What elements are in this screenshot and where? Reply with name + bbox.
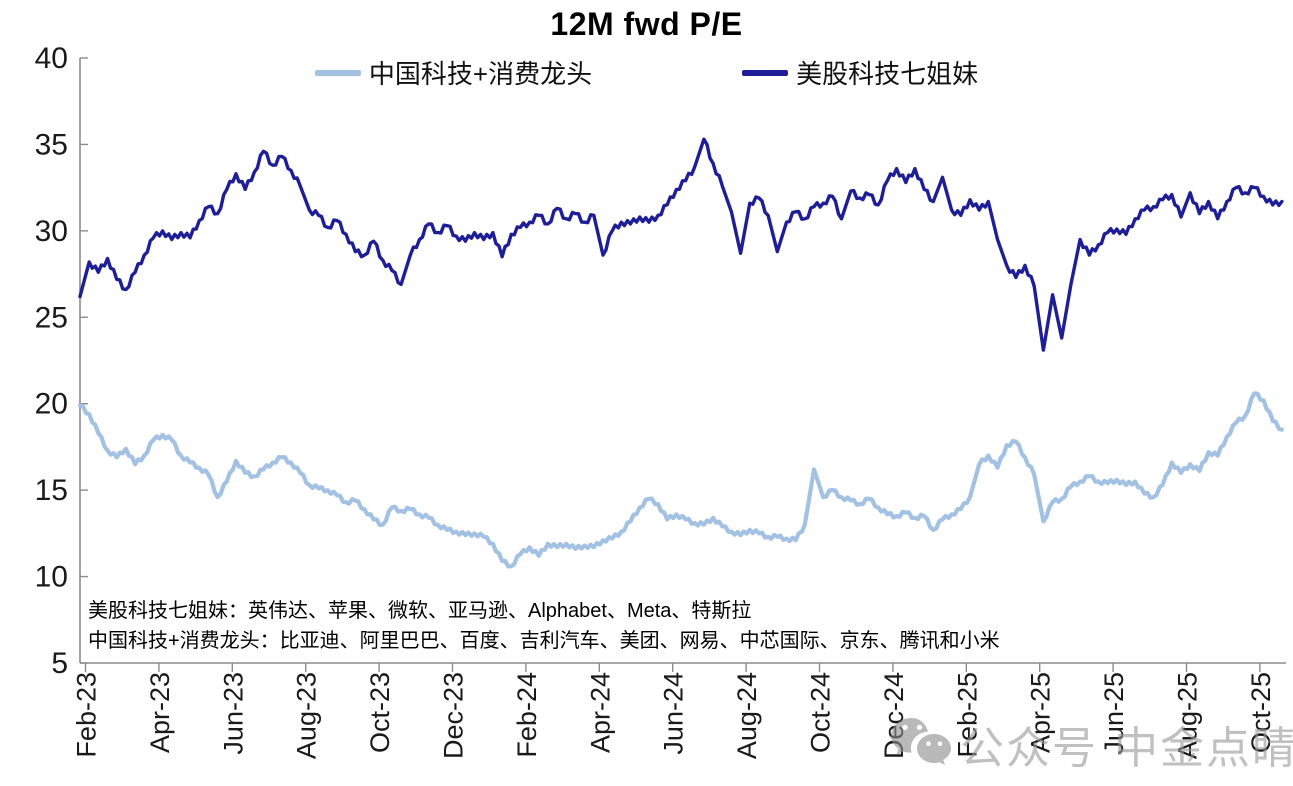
footnote-us-constituents: 美股科技七姐妹：英伟达、苹果、微软、亚马逊、Alphabet、Meta、特斯拉: [88, 600, 752, 622]
cn-line-swatch-icon: [314, 69, 361, 76]
y-tick-label: 5: [51, 647, 68, 680]
x-tick-label: Oct-23: [365, 672, 395, 753]
x-tick-label: Feb-25: [952, 672, 982, 758]
footnotes: 美股科技七姐妹：英伟达、苹果、微软、亚马逊、Alphabet、Meta、特斯拉 …: [88, 596, 1000, 656]
legend-item-us: 美股科技七姐妹: [742, 54, 978, 91]
y-tick-label: 20: [35, 388, 68, 421]
y-tick-label: 35: [35, 128, 68, 161]
watermark-text-right: 中金点睛: [1114, 724, 1293, 773]
x-tick-label: Aug-23: [292, 672, 322, 759]
x-tick-label: Aug-25: [1173, 672, 1203, 759]
x-tick-label: Feb-24: [512, 672, 542, 758]
x-tick-label: Feb-23: [72, 672, 102, 758]
chart-title: 12M fwd P/E: [550, 6, 743, 42]
x-tick-label: Apr-24: [585, 672, 615, 753]
x-axis: Feb-23 Apr-23 Jun-23 Aug-23 Oct-23 Dec-23 Feb-…: [72, 663, 1276, 759]
axes: [79, 58, 1286, 664]
x-tick-label: Jun-24: [659, 672, 689, 755]
wechat-icon: [891, 718, 951, 765]
x-tick-label: Dec-23: [439, 672, 469, 759]
cn-series-line: [77, 391, 1284, 569]
legend: 中国科技+消费龙头 美股科技七姐妹: [0, 54, 1293, 91]
watermark-text-left: 公众号: [960, 724, 1098, 773]
y-tick-label: 15: [35, 474, 68, 507]
x-tick-label: Apr-23: [145, 672, 175, 753]
x-tick-label: Aug-24: [732, 672, 762, 759]
us-series-line: [78, 137, 1284, 352]
footnote-cn-constituents: 中国科技+消费龙头：比亚迪、阿里巴巴、百度、吉利汽车、美团、网易、中芯国际、京东…: [88, 630, 1000, 652]
y-tick-label: 30: [35, 215, 68, 248]
x-tick-label: Oct-24: [806, 672, 836, 753]
x-tick-label: Jun-25: [1099, 672, 1129, 755]
y-axis: 5 10 15 20 25 30 35 40: [35, 42, 88, 680]
x-tick-label: Jun-23: [218, 672, 248, 755]
watermark: 公众号 中金点睛: [888, 712, 1293, 776]
y-tick-label: 25: [35, 301, 68, 334]
legend-label-us: 美股科技七姐妹: [796, 59, 979, 89]
x-tick-label: Apr-25: [1026, 672, 1056, 753]
us-line-swatch-icon: [742, 69, 789, 76]
legend-label-cn: 中国科技+消费龙头: [368, 59, 593, 89]
x-tick-label: Oct-25: [1246, 672, 1276, 753]
y-tick-label: 10: [35, 561, 68, 594]
y-tick-label: 40: [35, 42, 68, 75]
legend-item-cn: 中国科技+消费龙头: [314, 54, 593, 91]
